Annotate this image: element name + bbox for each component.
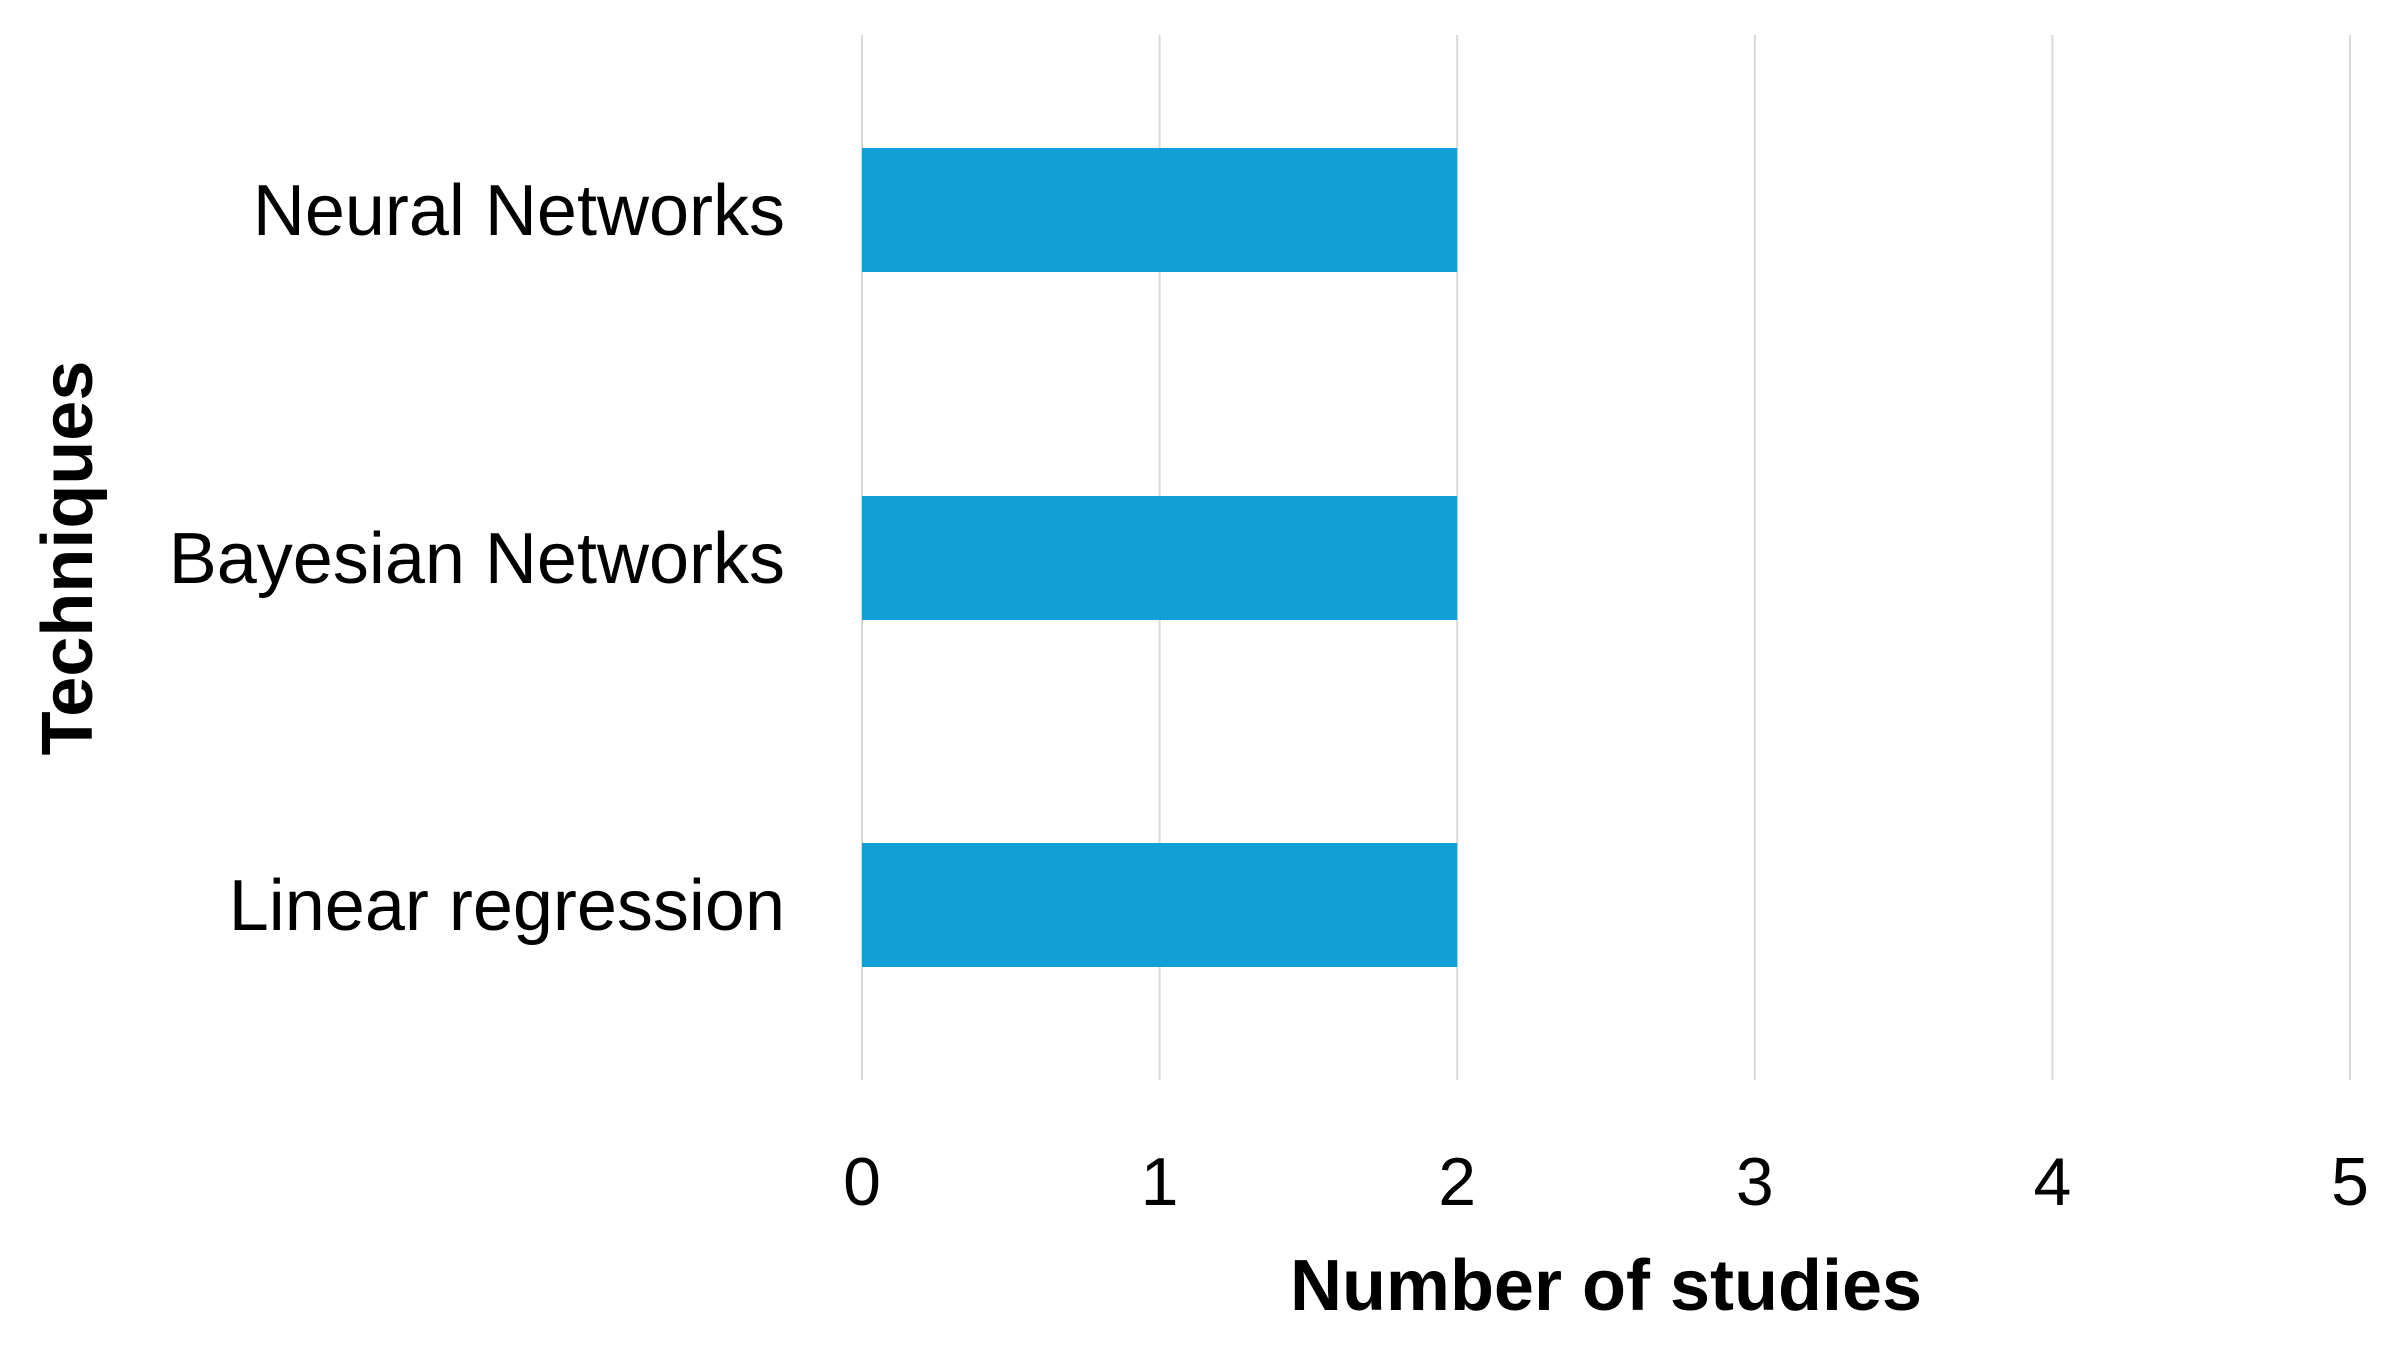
x-tick-label-5: 5 [2331, 1144, 2369, 1220]
y-axis-title: Techniques [28, 361, 108, 756]
category-label-bayesian-networks: Bayesian Networks [169, 519, 785, 599]
x-tick-label-0: 0 [843, 1144, 881, 1220]
bar-linear-regression [862, 843, 1458, 967]
x-tick-label-3: 3 [1736, 1144, 1774, 1220]
x-axis-title: Number of studies [1290, 1246, 1922, 1326]
x-tick-label-2: 2 [1438, 1144, 1476, 1220]
x-tick-labels: 0 1 2 3 4 5 [843, 1144, 2369, 1220]
bars [862, 148, 1458, 967]
category-label-neural-networks: Neural Networks [253, 171, 785, 251]
category-labels: Neural Networks Bayesian Networks Linear r… [169, 171, 785, 946]
category-label-linear-regression: Linear regression [229, 866, 785, 946]
bar-bayesian-networks [862, 496, 1458, 620]
x-tick-label-4: 4 [2033, 1144, 2071, 1220]
bar-neural-networks [862, 148, 1458, 272]
x-tick-label-1: 1 [1141, 1144, 1179, 1220]
